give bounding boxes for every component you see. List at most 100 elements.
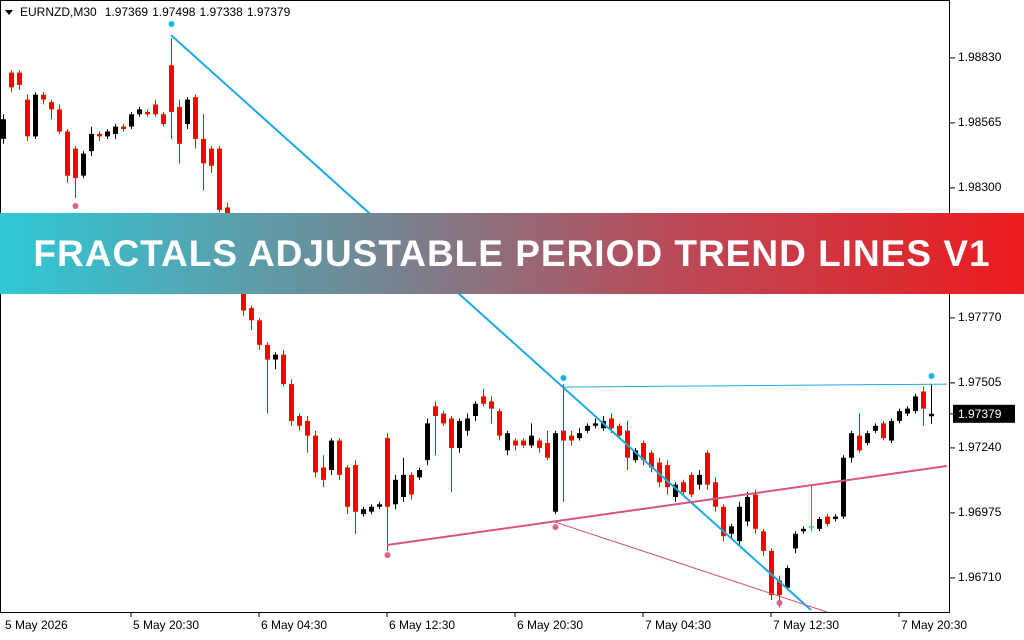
candle-body [169,65,174,112]
candle-body [865,433,870,443]
candle-body [825,516,830,524]
candle-body [409,474,414,495]
candle-body [57,109,62,132]
candle-body [73,148,78,179]
candle-body [593,423,598,426]
header-high: 1.97498 [152,5,196,19]
x-tick-label: 7 May 04:30 [645,618,711,632]
candle-body [137,109,142,115]
candle-body [265,344,270,360]
candle-body [737,506,742,542]
candle-body [761,531,766,551]
candle-body [921,391,926,409]
candle-body [673,484,678,497]
trend-line [170,34,812,611]
candle-body [65,131,70,176]
candle-body [665,465,670,488]
candle-body [201,138,206,164]
candle-body [897,411,902,421]
candle-body [609,418,614,429]
candle-body [9,72,14,88]
candle-body [185,99,190,125]
fractal-dot [552,524,559,531]
y-tick-label: 1.98565 [958,115,1002,129]
candle-body [513,440,518,446]
fractal-dot [776,599,783,606]
fractal-dot [72,203,79,210]
candle-body [721,506,726,537]
plot-frame [0,0,950,613]
candle-body [465,418,470,431]
candle-body [353,465,358,512]
candle-body [105,131,110,137]
candle-body [97,133,102,137]
candle-body [681,482,686,493]
candle-body [857,435,862,451]
fractal-dot [928,373,935,380]
candle-body [569,435,574,441]
candle-body [809,526,814,528]
x-tick-label: 6 May 20:30 [517,618,583,632]
candle-body [89,133,94,152]
candle-body [345,467,350,507]
candle-body [273,354,278,360]
candle-body [577,433,582,439]
candle-body [113,126,118,134]
header-close: 1.97379 [247,5,291,19]
candle-body [817,519,822,529]
candle-body [833,516,838,520]
x-tick-label: 6 May 12:30 [389,618,455,632]
candle-body [697,474,702,485]
banner: FRACTALS ADJUSTABLE PERIOD TREND LINES V… [0,213,1024,294]
candle-body [881,423,886,439]
candle-body [177,106,182,144]
menu-arrow[interactable] [5,10,13,15]
candle-body [433,406,438,417]
candle-body [1,119,6,139]
candle-body [129,114,134,127]
candle-body [249,308,254,321]
y-tick-label: 1.98300 [958,180,1002,194]
candle-body [425,423,430,461]
candle-body [449,418,454,448]
y-tick-label: 1.98830 [958,50,1002,64]
trend-line [554,521,828,613]
x-tick-label: 6 May 04:30 [261,618,327,632]
candle-body [505,433,510,451]
y-tick-label: 1.97505 [958,375,1002,389]
candle-body [241,286,246,311]
last-price-box [953,404,1015,423]
candle-body [497,411,502,436]
y-tick-label: 1.96975 [958,505,1002,519]
candle-body [889,420,894,441]
candle-body [377,504,382,507]
candle-body [441,413,446,424]
candle-body [705,452,710,485]
candle-body [17,72,22,85]
trend-line [562,383,948,388]
candle-body [81,153,86,176]
candle-body [929,413,934,417]
candle-body [553,433,558,512]
x-tick-label: 7 May 12:30 [773,618,839,632]
candle-body [561,430,566,441]
candle-body [457,420,462,448]
candle-body [785,568,790,588]
candle-body [801,528,806,532]
candle-body [313,435,318,473]
candle-body [473,403,478,417]
candle-body [657,462,662,483]
candle-body [545,442,550,458]
candle-body [217,148,222,210]
candle-body [489,401,494,409]
candle-body [417,469,422,478]
candle-body [729,526,734,534]
candle-body [745,496,750,522]
candle-body [25,99,30,137]
trend-line [386,465,948,547]
candle-body [529,435,534,446]
candle-body [689,474,694,495]
symbol: EURNZD,M30 [20,5,97,19]
candle-body [913,396,918,412]
